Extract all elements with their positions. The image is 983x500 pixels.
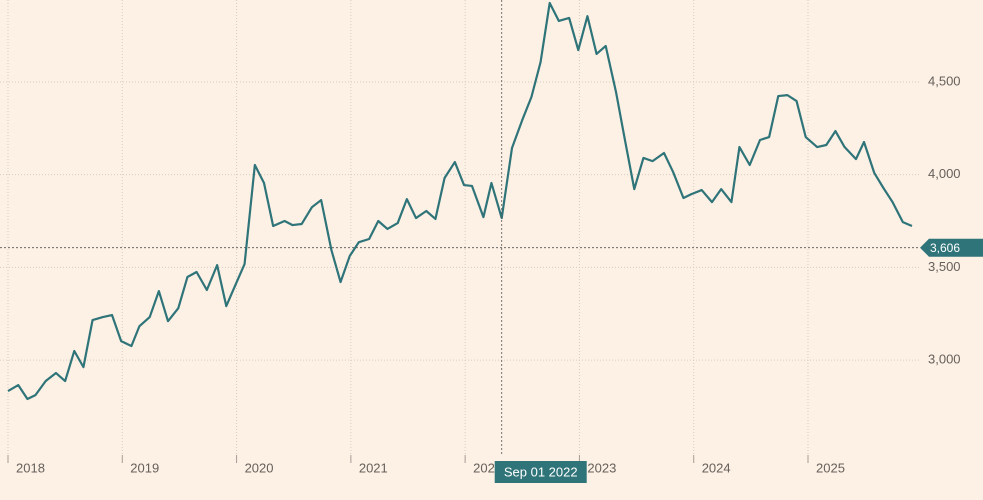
y-tick-label: 4,500 [928,73,961,88]
crosshair-x-label: Sep 01 2022 [504,464,578,479]
x-tick-label: 2023 [587,460,616,475]
line-series [7,1,913,401]
x-tick-label: 2020 [245,460,274,475]
x-tick-label: 2021 [359,460,388,475]
y-tick-label: 3,000 [928,352,961,367]
x-tick-label: 2019 [130,460,159,475]
x-tick-label: 2018 [16,460,45,475]
crosshair-y-label: 3,606 [930,241,960,255]
y-tick-label: 3,500 [928,259,961,274]
y-tick-label: 4,000 [928,166,961,181]
x-tick-label: 2025 [816,460,845,475]
crosshair-y-badge [920,238,983,257]
x-tick-label: 2024 [702,460,731,475]
crosshair-x-badge [494,461,587,483]
